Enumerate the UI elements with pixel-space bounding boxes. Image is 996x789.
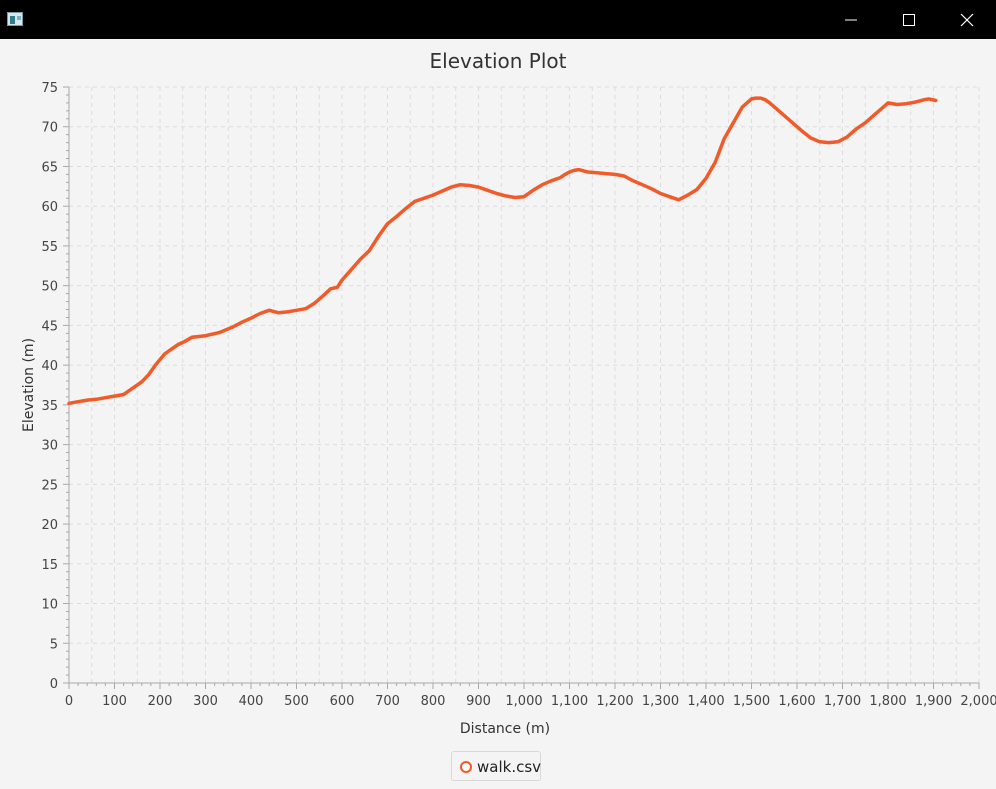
x-tick-label: 700	[375, 694, 400, 709]
maximize-icon	[903, 14, 915, 26]
x-tick-label: 800	[421, 694, 446, 709]
x-axis-label: Distance (m)	[460, 721, 550, 737]
y-tick-label: 70	[41, 121, 58, 136]
x-tick-label: 300	[193, 694, 218, 709]
elevation-chart: 0 100 200 300 400 500 600 700 800 900 1,000 1,100 1,…	[21, 81, 996, 737]
y-tick-label: 5	[50, 637, 58, 652]
maximize-button[interactable]	[880, 0, 938, 39]
minimize-icon	[845, 19, 857, 21]
x-tick-label: 1,600	[778, 694, 815, 709]
legend-item-walk-csv[interactable]: walk.csv	[451, 751, 541, 781]
close-button[interactable]	[938, 0, 996, 39]
x-tick-label: 600	[330, 694, 355, 709]
chart-area: Elevation Plot 0 100 200 300 400 500 600 700 800…	[0, 39, 996, 789]
y-tick-label: 20	[41, 518, 58, 533]
x-tick-label: 500	[284, 694, 309, 709]
y-tick-label: 25	[41, 478, 58, 493]
y-tick-label: 15	[41, 558, 58, 573]
y-tick-label: 75	[41, 81, 58, 96]
x-tick-label: 900	[466, 694, 491, 709]
x-tick-label: 1,700	[824, 694, 861, 709]
close-icon	[960, 13, 974, 27]
x-tick-label: 1,500	[733, 694, 770, 709]
x-tick-label: 200	[148, 694, 173, 709]
y-tick-label: 45	[41, 319, 58, 334]
x-tick-label: 1,000	[505, 694, 542, 709]
x-tick-label: 1,100	[551, 694, 588, 709]
y-tick-label: 10	[41, 598, 58, 613]
y-tick-label: 35	[41, 399, 58, 414]
x-tick-label: 100	[102, 694, 127, 709]
y-tick-label: 60	[41, 200, 58, 215]
x-tick-label: 1,200	[596, 694, 633, 709]
window-titlebar	[0, 0, 996, 39]
y-tick-label: 30	[41, 439, 58, 454]
x-tick-label: 1,400	[687, 694, 724, 709]
x-tick-label: 400	[239, 694, 264, 709]
legend-marker-icon	[460, 761, 472, 773]
x-tick-label: 1,300	[642, 694, 679, 709]
y-tick-label: 0	[50, 677, 58, 692]
legend-label: walk.csv	[477, 758, 542, 776]
java-app-icon	[7, 12, 23, 26]
chart-title: Elevation Plot	[429, 49, 567, 73]
minimize-button[interactable]	[822, 0, 880, 39]
y-axis-label: Elevation (m)	[21, 338, 37, 432]
x-tick-label: 2,000	[960, 694, 996, 709]
y-tick-label: 40	[41, 359, 58, 374]
x-tick-label: 1,900	[915, 694, 952, 709]
series-line-walk-csv	[67, 96, 938, 406]
x-tick-label: 0	[65, 694, 73, 709]
x-tick-label: 1,800	[869, 694, 906, 709]
y-tick-label: 65	[41, 160, 58, 175]
y-tick-label: 50	[41, 280, 58, 295]
y-tick-label: 55	[41, 240, 58, 255]
